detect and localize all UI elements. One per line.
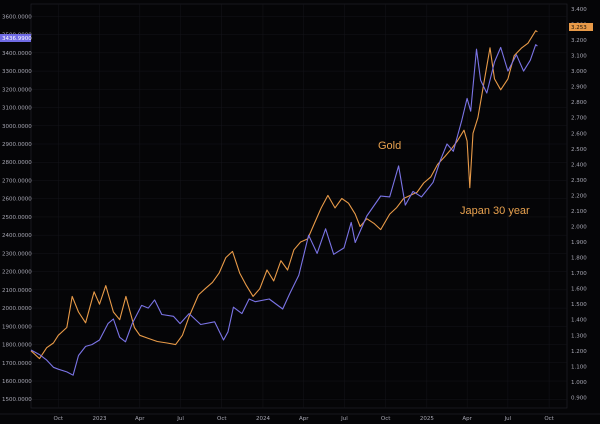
left-tick-label: 3600.0000 [2,14,32,20]
x-tick-label: Jul [176,416,184,422]
right-tick-label: 1.000 [571,380,587,386]
x-tick-label: Oct [217,416,227,422]
x-tick-label: Oct [54,416,64,422]
right-tick-label: 3.400 [571,7,587,13]
x-tick-label: Apr [462,416,472,422]
left-tick-label: 2800.0000 [2,160,32,166]
right-tick-label: 1.200 [571,349,587,355]
left-axis-ticks: 1500.0000 1600.0000 1700.0000 1800.0000 1900… [2,14,32,403]
right-tick-label: 2.600 [571,131,587,137]
right-tick-label: 3.100 [571,54,587,60]
left-tick-label: 3300.0000 [2,69,32,75]
series-line-japan [30,30,538,360]
x-tick-label: Oct [381,416,391,422]
left-tick-label: 3400.0000 [2,51,32,57]
right-tick-label: 1.400 [571,318,587,324]
left-tick-label: 2200.0000 [2,270,32,276]
right-tick-label: 1.600 [571,287,587,293]
right-tick-label: 2.500 [571,147,587,153]
right-tick-label: 2.800 [571,100,587,106]
left-tick-label: 2700.0000 [2,178,32,184]
x-axis-ticks: Oct 2023 Apr Jul Oct 2024 Apr Jul Oct 2025 Apr Jul O… [54,416,555,422]
left-tick-label: 1900.0000 [2,324,32,330]
right-tick-label: 1.100 [571,364,587,370]
x-tick-label: 2024 [256,416,270,422]
left-tick-label: 3200.0000 [2,87,32,93]
x-tick-label: Oct [544,416,554,422]
right-tick-label: 2.900 [571,85,587,91]
left-tick-label: 2900.0000 [2,142,32,148]
annotation-gold: Gold [378,140,401,152]
left-tick-label: 1500.0000 [2,397,32,403]
x-tick-label: Jul [340,416,348,422]
x-tick-label: 2025 [420,416,434,422]
last-value-badges: 3436.9900 3.253 [0,23,593,42]
left-tick-label: 1800.0000 [2,343,32,349]
right-last-value-text: 3.253 [571,25,587,31]
x-tick-label: 2023 [93,416,107,422]
right-tick-label: 2.400 [571,162,587,168]
x-tick-label: Apr [135,416,145,422]
right-tick-label: 1.700 [571,271,587,277]
right-tick-label: 2.300 [571,178,587,184]
left-tick-label: 2100.0000 [2,288,32,294]
left-tick-label: 2600.0000 [2,197,32,203]
series-line-gold [30,44,538,376]
left-tick-label: 1700.0000 [2,361,32,367]
right-tick-label: 1.800 [571,256,587,262]
left-tick-label: 2300.0000 [2,251,32,257]
right-tick-label: 0.900 [571,395,587,401]
left-last-value-text: 3436.9900 [2,36,32,42]
left-last-value-badge [0,34,31,42]
series-layer [30,30,538,376]
right-last-value-badge [569,23,593,31]
left-tick-label: 2400.0000 [2,233,32,239]
right-tick-label: 1.300 [571,333,587,339]
annotations: Gold Japan 30 year [378,140,530,217]
x-tick-label: Apr [299,416,309,422]
right-tick-label: 1.500 [571,302,587,308]
right-tick-label: 2.000 [571,225,587,231]
plot-frame [30,3,568,409]
right-tick-label: 3.200 [571,38,587,44]
left-tick-label: 1600.0000 [2,379,32,385]
right-tick-label: 2.200 [571,193,587,199]
x-tick-label: Jul [504,416,512,422]
vertical-grid [58,4,550,408]
right-tick-label: 1.900 [571,240,587,246]
annotation-japan-30-year: Japan 30 year [460,205,530,217]
right-axis-ticks: 0.900 1.000 1.100 1.200 1.300 1.400 1.500 1.600… [571,7,587,401]
right-tick-label: 2.700 [571,116,587,122]
horizontal-grid [31,16,567,400]
right-tick-label: 2.100 [571,209,587,215]
left-tick-label: 3000.0000 [2,124,32,130]
right-tick-label: 3.000 [571,69,587,75]
left-tick-label: 3100.0000 [2,106,32,112]
left-tick-label: 2000.0000 [2,306,32,312]
left-tick-label: 2500.0000 [2,215,32,221]
